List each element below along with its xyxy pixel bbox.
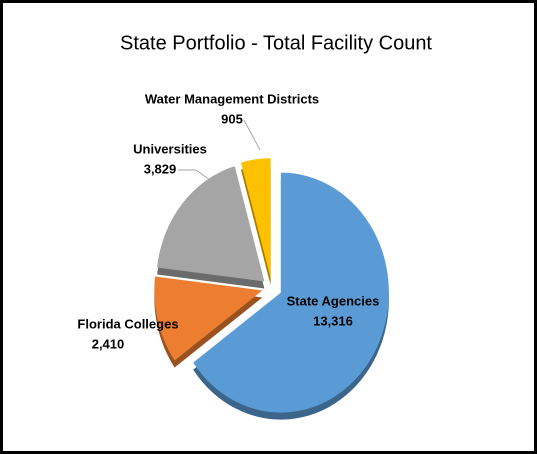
data-label-name: Universities: [133, 141, 207, 156]
data-label-name: State Agencies: [287, 293, 380, 308]
data-label-name: Florida Colleges: [77, 316, 178, 331]
pie-slice: [157, 166, 265, 282]
data-label-value: 905: [221, 111, 243, 126]
data-label-value: 13,316: [313, 313, 353, 328]
data-label-name: Water Management Districts: [145, 91, 319, 106]
pie-slice: [193, 172, 389, 413]
data-label-value: 2,410: [92, 336, 125, 351]
data-label-value: 3,829: [144, 161, 177, 176]
pie-slice: [240, 158, 271, 279]
chart-title: State Portfolio - Total Facility Count: [120, 32, 432, 54]
leader-line: [243, 119, 261, 151]
pie-slice: [154, 276, 263, 361]
leader-line: [178, 169, 211, 181]
